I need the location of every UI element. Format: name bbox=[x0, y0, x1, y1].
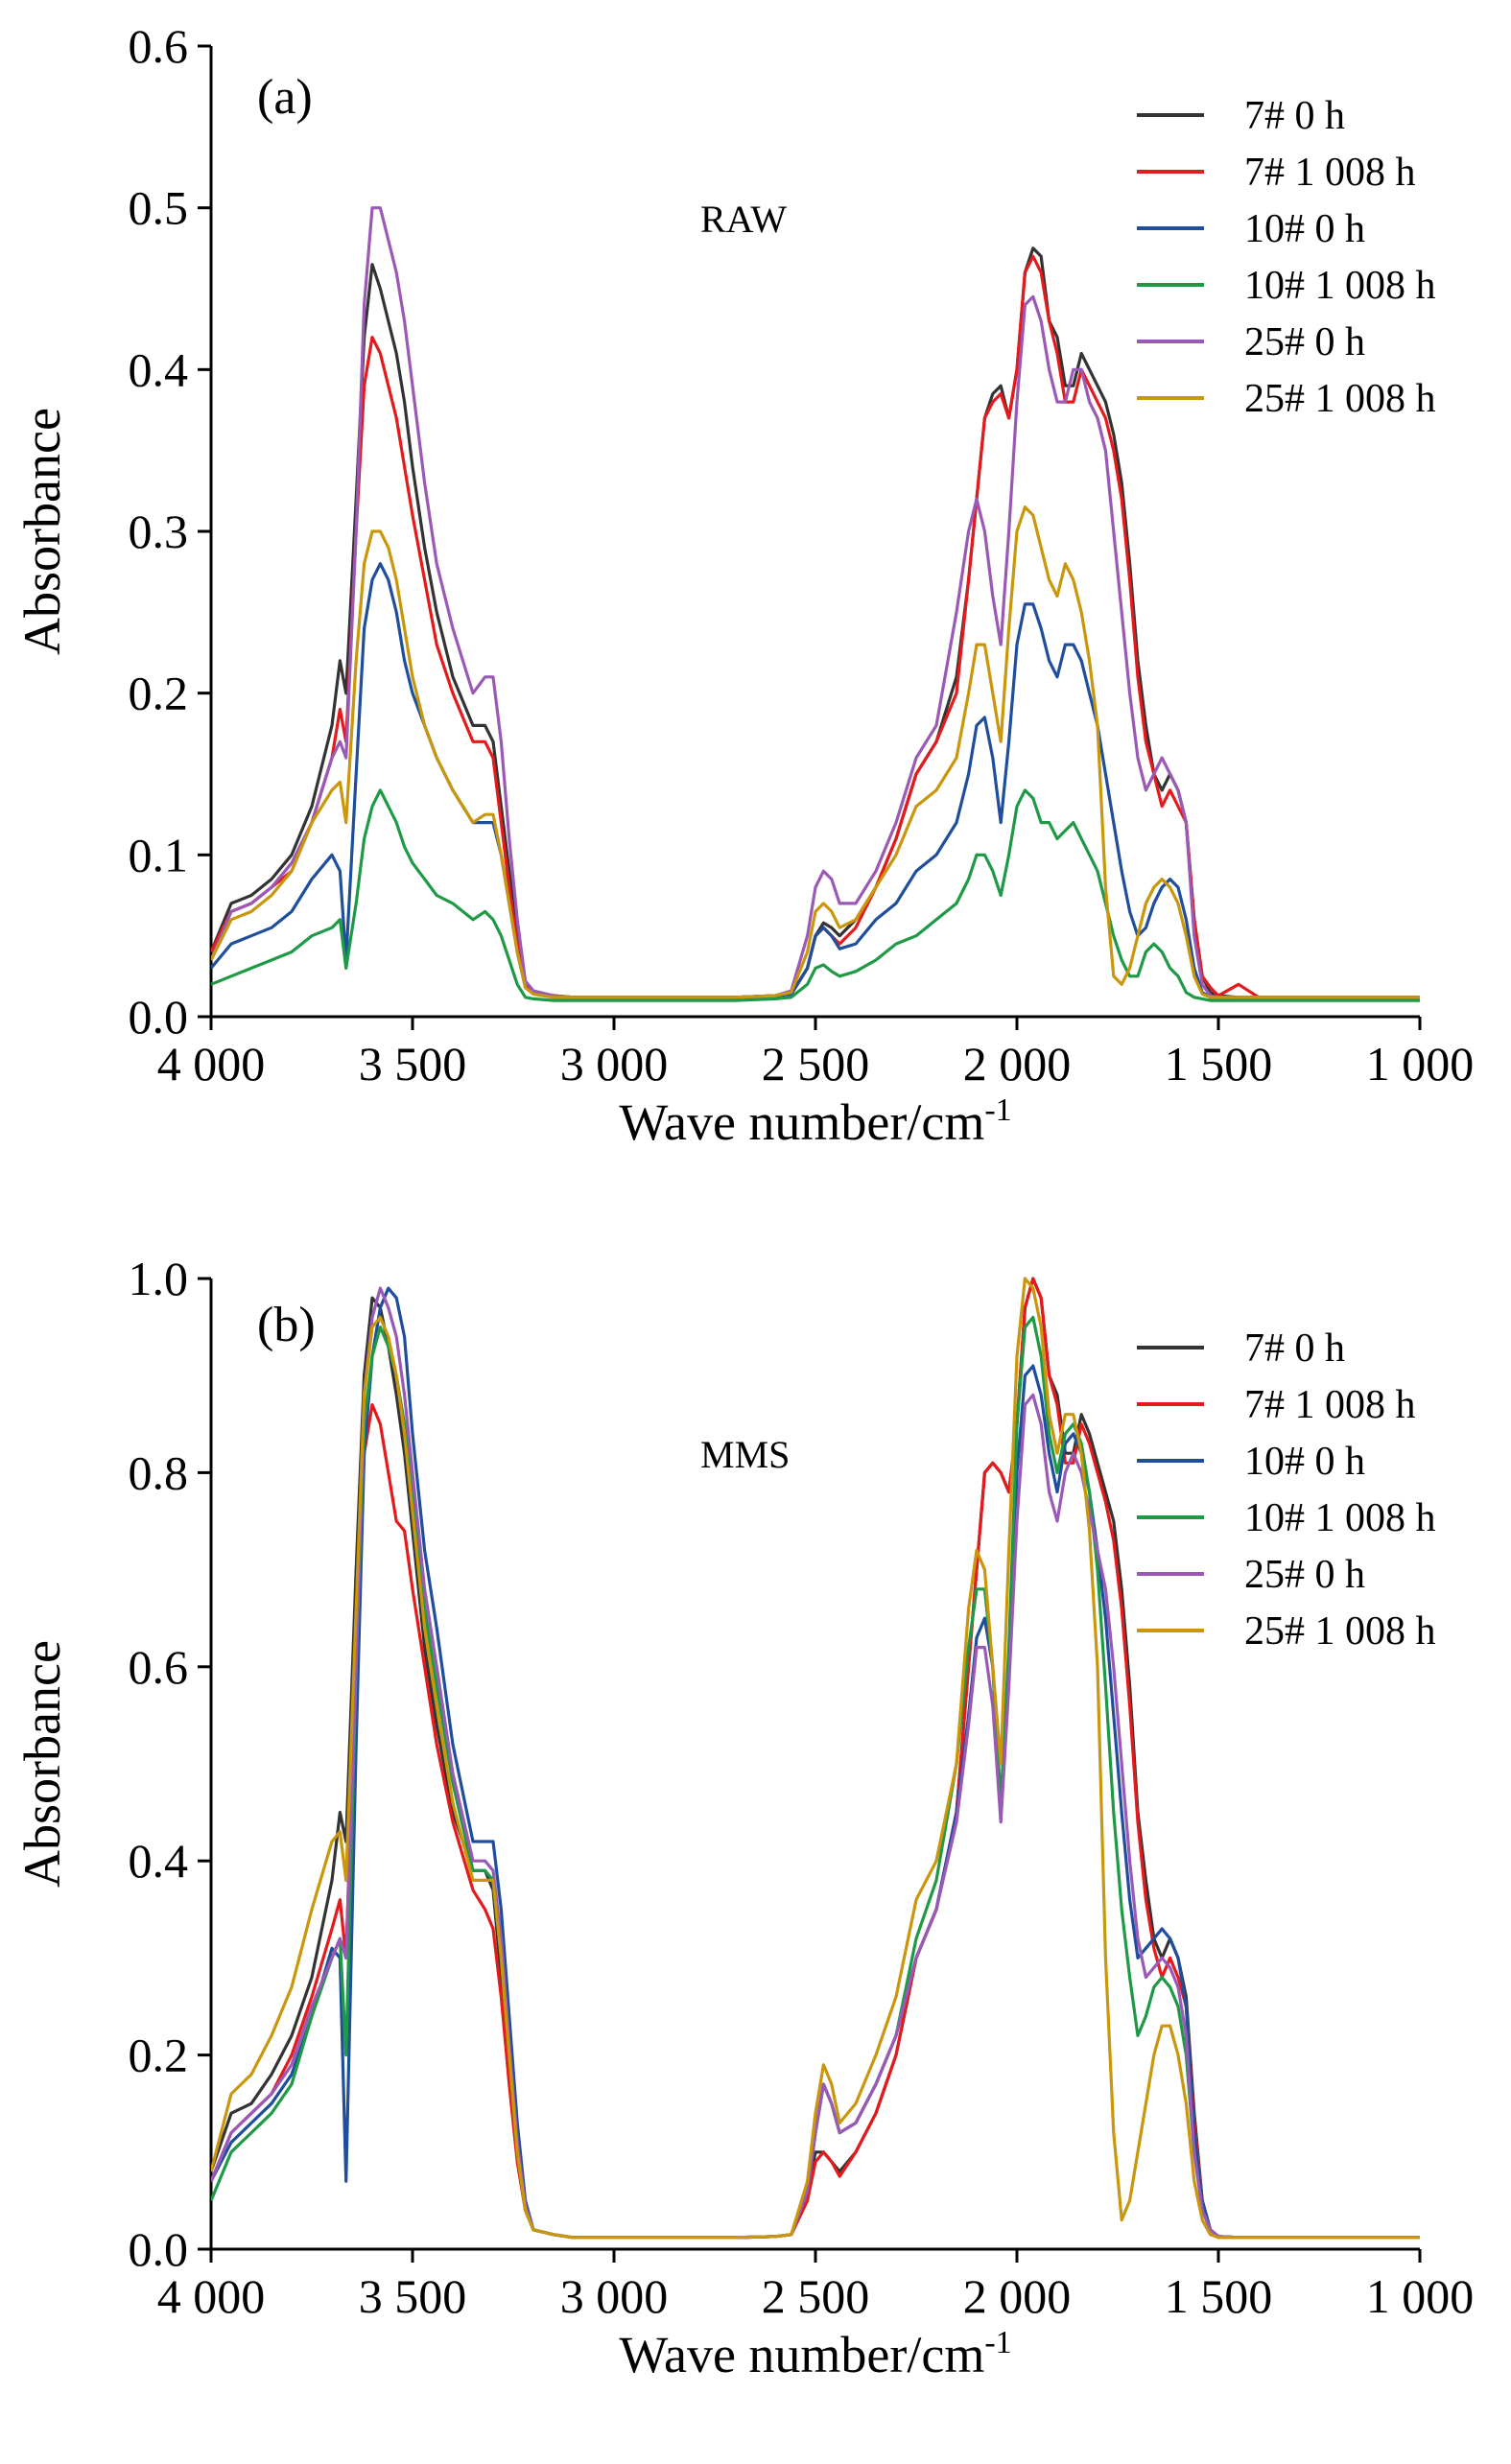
x-tick-label: 4 000 bbox=[157, 2269, 266, 2323]
legend-label-2: 10# 0 h bbox=[1244, 1440, 1365, 1484]
y-tick-label: 0.4 bbox=[129, 342, 189, 396]
x-tick-label: 3 500 bbox=[359, 1037, 467, 1091]
series-line-5 bbox=[211, 1277, 1420, 2240]
legend-label-0: 7# 0 h bbox=[1244, 94, 1345, 138]
x-axis-title: Wave number/cm-1 bbox=[619, 1092, 1011, 1151]
legend-label-4: 25# 0 h bbox=[1244, 320, 1365, 364]
x-tick-label: 3 500 bbox=[359, 2269, 467, 2323]
x-tick-label: 3 000 bbox=[560, 1037, 669, 1091]
x-tick-label: 1 500 bbox=[1165, 2269, 1273, 2323]
y-tick-label: 0.1 bbox=[129, 828, 189, 881]
y-tick-label: 1.0 bbox=[129, 1252, 189, 1305]
legend-label-2: 10# 0 h bbox=[1244, 207, 1365, 251]
panel-annotation: RAW bbox=[700, 198, 787, 241]
legend-label-1: 7# 1 008 h bbox=[1244, 151, 1416, 195]
legend-label-0: 7# 0 h bbox=[1244, 1326, 1345, 1371]
series-line-1 bbox=[211, 1277, 1420, 2240]
y-tick-label: 0.0 bbox=[129, 2222, 189, 2276]
legend-label-1: 7# 1 008 h bbox=[1244, 1383, 1416, 1427]
y-axis-title: Absorbance bbox=[13, 1640, 71, 1888]
x-tick-label: 3 000 bbox=[560, 2269, 669, 2323]
y-tick-label: 0.6 bbox=[129, 1640, 189, 1694]
series-line-2 bbox=[211, 562, 1420, 999]
legend-label-3: 10# 1 008 h bbox=[1244, 1496, 1436, 1540]
x-tick-label: 4 000 bbox=[157, 1037, 266, 1091]
series-line-0 bbox=[211, 1277, 1420, 2240]
legend-label-3: 10# 1 008 h bbox=[1244, 264, 1436, 308]
panel-label: (b) bbox=[257, 1298, 316, 1352]
series-line-4 bbox=[211, 206, 1420, 999]
x-tick-label: 2 000 bbox=[963, 2269, 1072, 2323]
x-tick-label: 2 000 bbox=[963, 1037, 1072, 1091]
y-tick-label: 0.8 bbox=[129, 1445, 189, 1499]
y-tick-label: 0.3 bbox=[129, 505, 189, 558]
panel-a: 0.0 0.1 0.2 0.3 0.4 0.5 0.6 4 000 3 500 3 000 2 50… bbox=[13, 19, 1474, 1151]
panel-b: 0.0 0.2 0.4 0.6 0.8 1.0 4 000 3 500 3 000 2 500 2 … bbox=[13, 1252, 1474, 2383]
legend-label-5: 25# 1 008 h bbox=[1244, 377, 1436, 421]
series-line-4 bbox=[211, 1286, 1420, 2240]
series-line-5 bbox=[211, 505, 1420, 999]
series-line-2 bbox=[211, 1286, 1420, 2240]
x-tick-label: 2 500 bbox=[762, 2269, 870, 2323]
x-axis-title-superscript: -1 bbox=[984, 2325, 1011, 2360]
x-axis-title-superscript: -1 bbox=[984, 1092, 1011, 1128]
y-axis-title: Absorbance bbox=[13, 408, 71, 655]
x-tick-label: 2 500 bbox=[762, 1037, 870, 1091]
series-line-1 bbox=[211, 254, 1420, 999]
series-line-3 bbox=[211, 1315, 1420, 2240]
series-line-3 bbox=[211, 788, 1420, 1002]
x-tick-label: 1 000 bbox=[1366, 2269, 1475, 2323]
panel-annotation: MMS bbox=[700, 1433, 790, 1476]
y-tick-label: 0.4 bbox=[129, 1834, 189, 1888]
y-tick-label: 0.5 bbox=[129, 181, 189, 235]
legend-label-5: 25# 1 008 h bbox=[1244, 1609, 1436, 1654]
x-tick-label: 1 500 bbox=[1165, 1037, 1273, 1091]
panel-label: (a) bbox=[257, 70, 313, 125]
y-tick-label: 0.6 bbox=[129, 19, 189, 73]
y-tick-label: 0.0 bbox=[129, 990, 189, 1044]
x-axis-title: Wave number/cm-1 bbox=[619, 2325, 1011, 2383]
x-tick-label: 1 000 bbox=[1366, 1037, 1475, 1091]
y-tick-label: 0.2 bbox=[129, 2029, 189, 2082]
y-tick-label: 0.2 bbox=[129, 667, 189, 720]
legend-label-4: 25# 0 h bbox=[1244, 1553, 1365, 1597]
